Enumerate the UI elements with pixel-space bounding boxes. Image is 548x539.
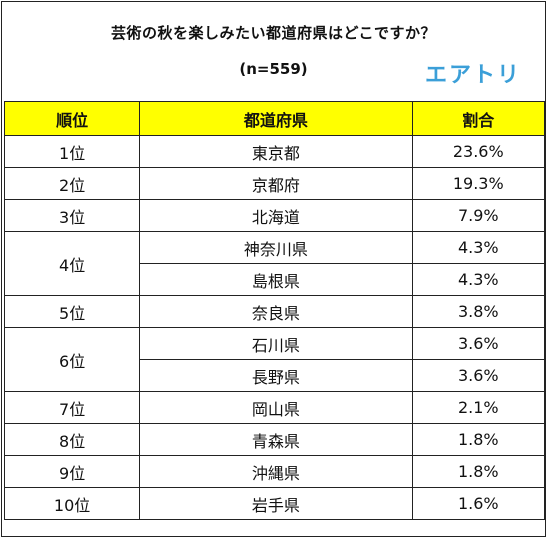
share-cell: 23.6% [411,135,546,168]
table-row: 8位 青森県 1.8% [3,423,546,456]
share-cell: 4.3% [411,231,546,264]
prefecture-cell: 石川県 [139,327,413,360]
rank-cell: 3位 [3,199,141,232]
share-cell: 1.6% [411,487,546,520]
table-row: 長野県 3.6% [5,359,546,392]
rank-cell: 7位 [3,391,141,424]
table-row: 9位 沖縄県 1.8% [3,455,546,488]
prefecture-cell: 北海道 [139,199,413,232]
rank-cell: 10位 [3,487,141,520]
share-cell: 3.6% [411,327,546,360]
prefecture-cell: 神奈川県 [139,231,413,264]
rank-cell: 2位 [3,167,141,200]
table-row: 3位 北海道 7.9% [3,199,546,232]
share-cell: 19.3% [411,167,546,200]
share-cell: 2.1% [411,391,546,424]
table-body: 1位 東京都 23.6% 2位 京都府 19.3% 3位 北海道 7.9% 4位 神奈川県 4.3% 島… [3,135,546,520]
table-row: 10位 岩手県 1.6% [3,487,546,520]
prefecture-cell: 京都府 [139,167,413,200]
column-header-rank: 順位 [3,101,141,136]
prefecture-cell: 奈良県 [139,295,413,328]
prefecture-cell: 青森県 [139,423,413,456]
share-cell: 1.8% [411,423,546,456]
column-header-prefecture: 都道府県 [139,101,413,136]
column-header-share: 割合 [411,101,546,136]
table-header-row: 順位 都道府県 割合 [3,101,546,136]
table-row: 4位 神奈川県 4.3% [3,231,546,296]
table-row: 6位 石川県 3.6% [3,327,546,392]
rank-cell: 1位 [3,135,141,168]
ranking-table: 順位 都道府県 割合 1位 東京都 23.6% 2位 京都府 19.3% 3位 北海道 7.9%… [3,101,546,520]
table-row: 1位 東京都 23.6% [3,135,546,168]
rank-cell: 6位 [3,327,141,392]
chart-title: 芸術の秋を楽しみたい都道府県はどこですか？ [110,24,437,42]
prefecture-cell: 沖縄県 [139,455,413,488]
table-row: 2位 京都府 19.3% [3,167,546,200]
prefecture-cell: 東京都 [139,135,413,168]
rank-cell: 8位 [3,423,141,456]
table-row: 島根県 4.3% [5,263,546,296]
prefecture-cell: 長野県 [139,359,413,392]
rank-cell: 4位 [3,231,141,296]
prefecture-cell: 岩手県 [139,487,413,520]
table-row: 7位 岡山県 2.1% [3,391,546,424]
share-cell: 3.8% [411,295,546,328]
share-cell: 1.8% [411,455,546,488]
share-cell: 7.9% [411,199,546,232]
chart-subtitle: (n=559) [239,60,308,78]
prefecture-cell: 島根県 [139,263,413,296]
rank-cell: 5位 [3,295,141,328]
prefecture-cell: 岡山県 [139,391,413,424]
rank-cell: 9位 [3,455,141,488]
table-row: 5位 奈良県 3.8% [3,295,546,328]
share-cell: 4.3% [411,263,546,296]
brand-logo: エアトリ [424,63,521,88]
share-cell: 3.6% [411,359,546,392]
